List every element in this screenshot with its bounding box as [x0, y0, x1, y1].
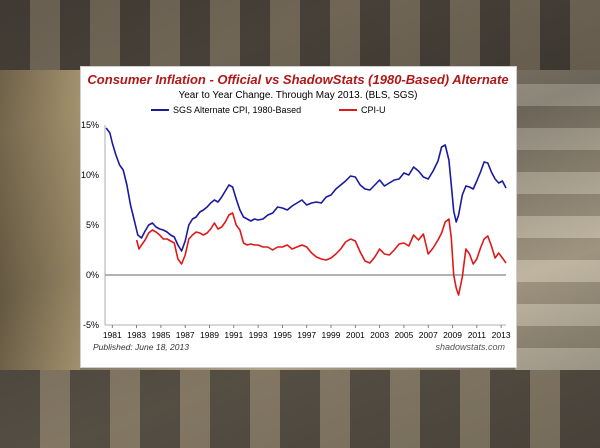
x-tick-label: 2013 — [492, 330, 511, 340]
x-tick-label: 1989 — [200, 330, 219, 340]
x-tick-label: 1981 — [103, 330, 122, 340]
inflation-chart: Consumer Inflation - Official vs ShadowS… — [81, 72, 511, 352]
series-line-cpi — [135, 212, 507, 296]
x-tick-label: 2001 — [346, 330, 365, 340]
x-tick-label: 1983 — [127, 330, 146, 340]
x-tick-label: 1991 — [224, 330, 243, 340]
site-credit: shadowstats.com — [435, 342, 505, 352]
legend-label-cpi: CPI-U — [361, 105, 386, 115]
x-tick-label: 2005 — [394, 330, 413, 340]
chart-subtitle: Year to Year Change. Through May 2013. (… — [178, 90, 417, 101]
background-left-panel — [0, 70, 80, 370]
x-tick-label: 2003 — [370, 330, 389, 340]
x-tick-label: 2007 — [419, 330, 438, 340]
y-tick-label: 5% — [86, 220, 99, 230]
y-axis: 15% 10% 5% 0% -5% — [81, 120, 506, 330]
y-tick-label: 10% — [81, 170, 99, 180]
chart-card: Consumer Inflation - Official vs ShadowS… — [80, 66, 517, 368]
x-axis: 1981 1983 1985 1987 1989 1991 1993 1995 1997 1999… — [103, 324, 511, 340]
x-tick-label: 2009 — [443, 330, 462, 340]
background-bottom-band — [0, 370, 600, 448]
published-date: Published: June 18, 2013 — [93, 342, 189, 352]
x-tick-label: 1985 — [151, 330, 170, 340]
background-top-band — [0, 0, 600, 70]
y-tick-label: 0% — [86, 270, 99, 280]
x-tick-label: 1987 — [176, 330, 195, 340]
x-tick-label: 1997 — [297, 330, 316, 340]
y-tick-label: -5% — [83, 320, 99, 330]
legend-label-sgs: SGS Alternate CPI, 1980-Based — [173, 105, 301, 115]
background-right-panel — [515, 70, 600, 370]
chart-title: Consumer Inflation - Official vs ShadowS… — [87, 72, 508, 87]
x-tick-label: 1999 — [322, 330, 341, 340]
plot-area — [105, 127, 507, 296]
x-tick-label: 1995 — [273, 330, 292, 340]
series-line-sgs — [105, 127, 507, 252]
y-tick-label: 15% — [81, 120, 99, 130]
x-tick-label: 1993 — [249, 330, 268, 340]
x-tick-label: 2011 — [468, 330, 487, 340]
